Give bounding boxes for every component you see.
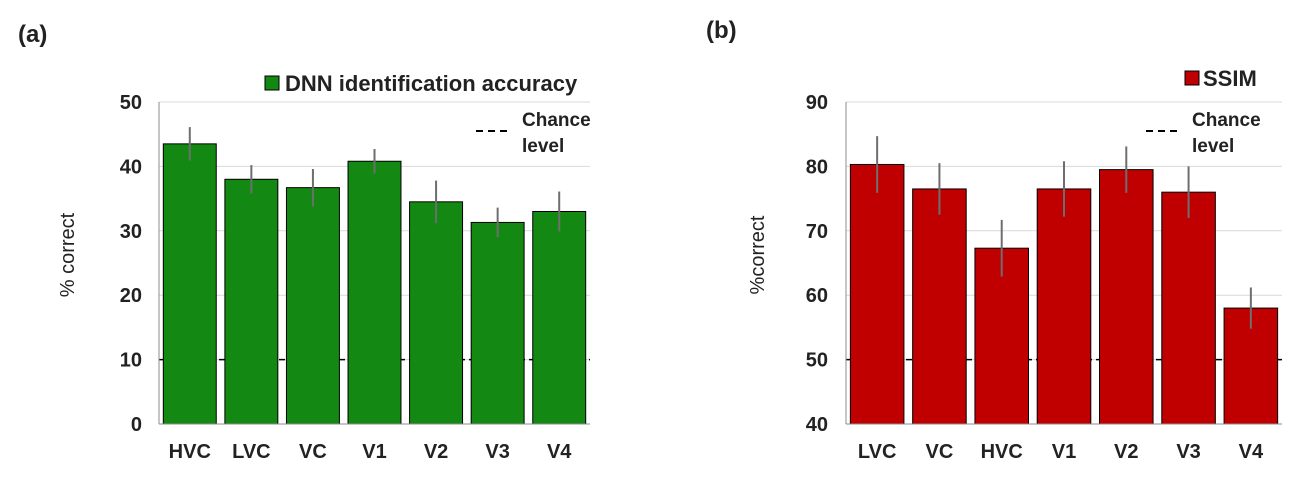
y-tick-label: 80 bbox=[806, 156, 828, 178]
panel-b-error-bars bbox=[876, 136, 1252, 329]
bar-lvc bbox=[849, 163, 905, 425]
bar-v3 bbox=[1161, 191, 1216, 425]
x-tick-label: V4 bbox=[547, 441, 572, 463]
panel-a-ylabel: % correct bbox=[57, 212, 79, 297]
panel-a-legend: DNN identification accuracy Chance level bbox=[264, 71, 591, 157]
y-tick-label: 40 bbox=[806, 414, 828, 436]
y-tick-label: 40 bbox=[120, 156, 142, 178]
x-tick-label: VC bbox=[926, 441, 954, 463]
panel-a-axes bbox=[158, 102, 590, 425]
x-tick-label: V3 bbox=[485, 441, 509, 463]
y-tick-label: 50 bbox=[806, 350, 828, 372]
x-tick-label: V2 bbox=[1114, 441, 1138, 463]
x-tick-label: HVC bbox=[169, 441, 211, 463]
panel-b-chance-label-1: Chance bbox=[1192, 110, 1261, 131]
x-tick-label: V3 bbox=[1176, 441, 1200, 463]
y-tick-label: 60 bbox=[806, 285, 828, 307]
panel-a-bars bbox=[162, 143, 587, 425]
panel-a: (a) % correct 0 10 20 30 40 50 HVC LVC VC V1 V2 V3… bbox=[18, 21, 591, 463]
panel-b-ylabel: %correct bbox=[747, 215, 769, 294]
x-tick-label: V2 bbox=[424, 441, 448, 463]
y-tick-label: 0 bbox=[131, 414, 142, 436]
panel-a-legend-label: DNN identification accuracy bbox=[285, 71, 578, 96]
bar-vc bbox=[912, 188, 967, 425]
panel-b-axes bbox=[845, 102, 1282, 425]
y-tick-label: 10 bbox=[120, 350, 142, 372]
bar-lvc bbox=[224, 178, 279, 425]
panel-a-chance-label-2: level bbox=[522, 136, 564, 157]
bar-v2 bbox=[409, 201, 464, 425]
x-tick-label: V4 bbox=[1239, 441, 1264, 463]
bar-v3 bbox=[470, 221, 525, 425]
panel-b-label: (b) bbox=[706, 17, 737, 44]
x-tick-label: VC bbox=[299, 441, 327, 463]
panel-b-legend: SSIM Chance level bbox=[1146, 66, 1261, 157]
panel-a-chance-label-1: Chance bbox=[522, 110, 591, 131]
panel-b: (b) %correct 40 50 60 70 80 90 LVC VC HVC V1 V2 V3… bbox=[706, 17, 1282, 463]
panel-a-error-bars bbox=[188, 127, 561, 238]
bar-v1 bbox=[1036, 188, 1092, 425]
y-tick-label: 20 bbox=[120, 285, 142, 307]
panel-a-x-ticks: HVC LVC VC V1 V2 V3 V4 bbox=[169, 441, 573, 463]
y-tick-label: 70 bbox=[806, 221, 828, 243]
x-tick-label: V1 bbox=[1052, 441, 1076, 463]
bar-v4 bbox=[532, 210, 587, 425]
panel-b-y-ticks: 40 50 60 70 80 90 bbox=[806, 92, 828, 436]
y-tick-label: 30 bbox=[120, 221, 142, 243]
panel-b-legend-swatch bbox=[1184, 70, 1200, 86]
bar-vc bbox=[285, 187, 340, 425]
bar-v2 bbox=[1099, 169, 1154, 425]
bar-v1 bbox=[347, 160, 402, 425]
x-tick-label: LVC bbox=[858, 441, 897, 463]
y-tick-label: 90 bbox=[806, 92, 828, 114]
panel-b-legend-label: SSIM bbox=[1203, 66, 1257, 91]
panel-a-label: (a) bbox=[18, 21, 47, 48]
panel-b-chance-label-2: level bbox=[1192, 136, 1234, 157]
x-tick-label: V1 bbox=[362, 441, 386, 463]
bar-hvc bbox=[974, 247, 1029, 425]
x-tick-label: LVC bbox=[232, 441, 271, 463]
panel-a-legend-swatch bbox=[264, 75, 280, 91]
y-tick-label: 50 bbox=[120, 92, 142, 114]
x-tick-label: HVC bbox=[981, 441, 1023, 463]
panel-b-bars bbox=[849, 163, 1279, 425]
panel-a-y-ticks: 0 10 20 30 40 50 bbox=[120, 92, 142, 436]
bar-hvc bbox=[162, 143, 217, 425]
panel-b-x-ticks: LVC VC HVC V1 V2 V3 V4 bbox=[858, 441, 1264, 463]
